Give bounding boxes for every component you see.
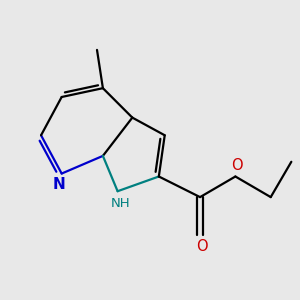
- Text: N: N: [52, 177, 65, 192]
- Text: NH: NH: [111, 197, 130, 210]
- Text: O: O: [231, 158, 243, 173]
- Text: O: O: [196, 239, 208, 254]
